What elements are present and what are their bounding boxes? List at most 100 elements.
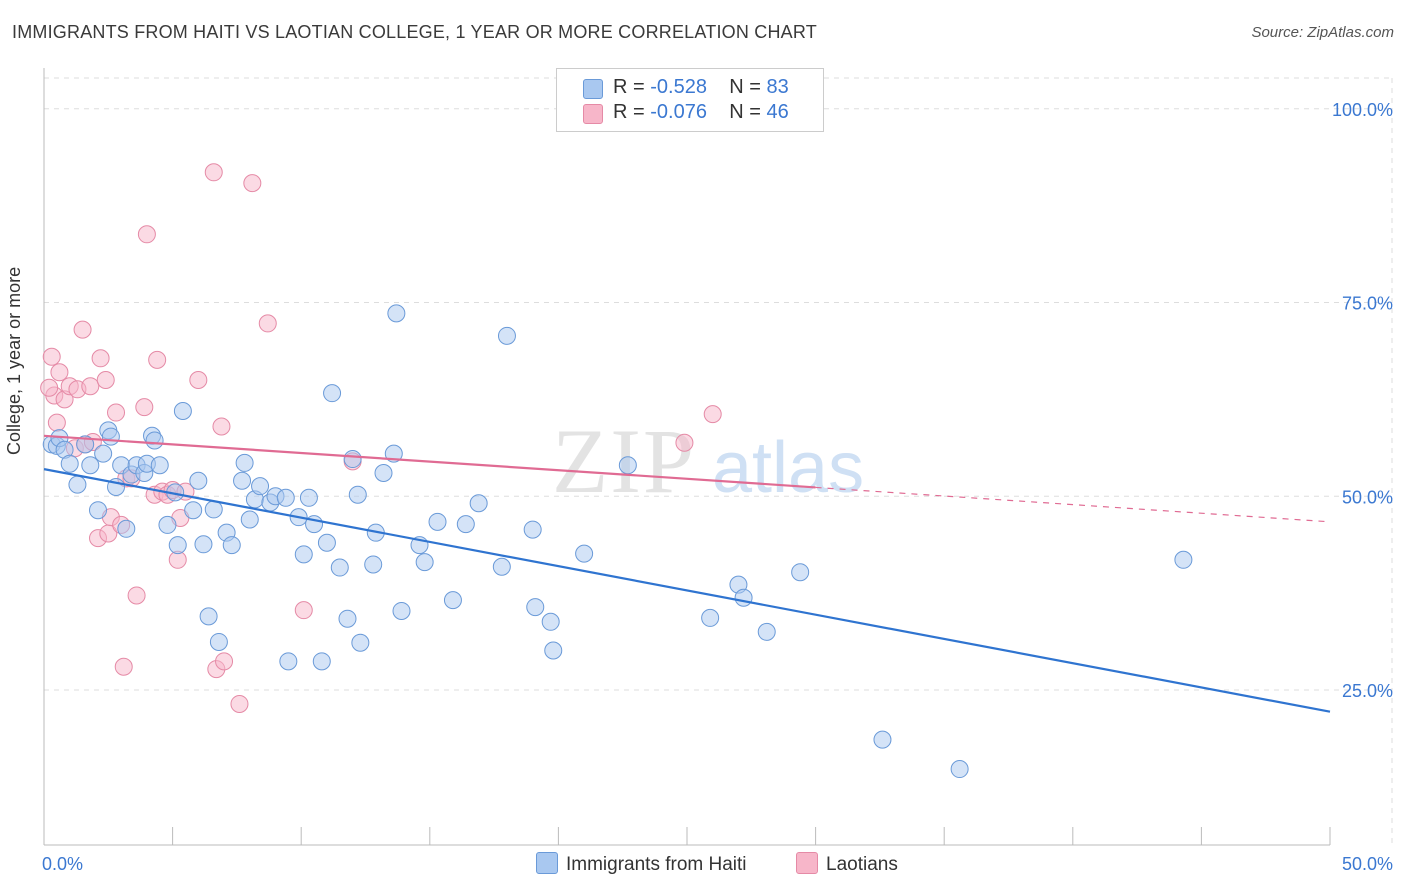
haiti-point [364, 555, 383, 574]
chart-source: Source: ZipAtlas.com [1251, 24, 1394, 41]
legend-swatch-laos [583, 104, 603, 124]
x-tick-label: 0.0% [42, 854, 83, 874]
laotians-point [294, 601, 313, 620]
bottom-legend-haiti: Immigrants from Haiti [536, 852, 747, 876]
haiti-point [873, 730, 892, 749]
legend-n-label: N = [729, 101, 761, 123]
haiti-point [387, 304, 406, 323]
haiti-point [415, 553, 434, 572]
haiti-point [544, 641, 563, 660]
laotians-trend-line [43, 434, 816, 489]
laotians-point [50, 363, 69, 382]
haiti-point [184, 501, 203, 520]
laotians-point [40, 378, 59, 397]
haiti-point [101, 427, 120, 446]
haiti-point [469, 494, 488, 513]
laotians-point [212, 417, 231, 436]
laotians-point [215, 652, 234, 671]
haiti-point [456, 515, 475, 534]
haiti-point [734, 588, 753, 607]
haiti-point [526, 598, 545, 617]
haiti-point [209, 632, 228, 651]
haiti-point [199, 607, 218, 626]
laotians-point [127, 586, 146, 605]
bottom-legend-swatch-laos [796, 852, 818, 874]
haiti-point [950, 760, 969, 779]
laotians-point [675, 433, 694, 452]
haiti-point [145, 431, 164, 450]
haiti-point [150, 456, 169, 475]
laotians-point [91, 349, 110, 368]
trend-lines [43, 434, 1331, 713]
haiti-point [338, 609, 357, 628]
haiti-point [351, 633, 370, 652]
haiti-point [68, 475, 87, 494]
haiti-point [117, 519, 136, 538]
chart-title: IMMIGRANTS FROM HAITI VS LAOTIAN COLLEGE… [12, 22, 817, 42]
haiti-point [323, 384, 342, 403]
legend-r-value: -0.076 [650, 101, 707, 123]
laotians-point [47, 413, 66, 432]
laotians-point [204, 163, 223, 182]
haiti-point [791, 563, 810, 582]
y-tick-label: 25.0% [1342, 681, 1393, 701]
haiti-point [240, 510, 259, 529]
laotians-point [243, 174, 262, 193]
haiti-point [235, 453, 254, 472]
legend-r-label: R = [613, 101, 645, 123]
haiti-point [541, 612, 560, 631]
laotians-trend-line-dashed [815, 486, 1331, 523]
laotians-point [148, 350, 167, 369]
laotians-point [258, 314, 277, 333]
haiti-point [194, 535, 213, 554]
haiti-point [618, 456, 637, 475]
haiti-point [443, 591, 462, 610]
bottom-legend-swatch-haiti [536, 852, 558, 874]
haiti-point [317, 533, 336, 552]
y-tick-label: 50.0% [1342, 487, 1393, 507]
laotians-point [73, 320, 92, 339]
haiti-point [233, 471, 252, 490]
haiti-point [374, 464, 393, 482]
haiti-point [497, 326, 516, 345]
bottom-legend-label-laos: Laotians [826, 854, 898, 875]
laotians-point [107, 403, 126, 422]
x-tick-label: 50.0% [1342, 854, 1393, 874]
legend-r-label: R = [613, 76, 645, 98]
haiti-point [94, 444, 113, 463]
haiti-point [204, 500, 223, 519]
haiti-point [173, 402, 192, 420]
haiti-trend-line [43, 468, 1331, 713]
haiti-point [348, 485, 367, 504]
haiti-point [492, 557, 511, 576]
bottom-legend-label-haiti: Immigrants from Haiti [566, 854, 747, 875]
haiti-points [42, 304, 1193, 779]
haiti-point [279, 652, 298, 671]
haiti-point [312, 652, 331, 671]
haiti-point [81, 456, 100, 475]
haiti-point [701, 608, 720, 627]
haiti-point [89, 501, 108, 520]
haiti-point [189, 471, 208, 490]
haiti-point [168, 536, 187, 555]
haiti-point [251, 477, 270, 496]
axes [43, 68, 1331, 846]
laotians-point [114, 657, 133, 676]
y-axis-label: College, 1 year or more [4, 266, 24, 455]
haiti-point [330, 558, 349, 577]
watermark-atlas: atlas [712, 428, 864, 508]
legend-n-value: 46 [766, 101, 789, 123]
haiti-point [575, 544, 594, 563]
haiti-point [428, 512, 447, 531]
haiti-point [343, 450, 362, 469]
y-tick-label: 100.0% [1332, 100, 1393, 120]
haiti-point [392, 601, 411, 620]
laotians-point [81, 377, 100, 396]
laotians-point [189, 371, 208, 389]
haiti-point [523, 520, 542, 539]
haiti-point [76, 435, 95, 454]
y-tick-label: 75.0% [1342, 294, 1393, 314]
legend-r-value: -0.528 [650, 76, 707, 98]
stats-legend: R = -0.528 N = 83 R = -0.076 N = 46 [556, 68, 824, 132]
